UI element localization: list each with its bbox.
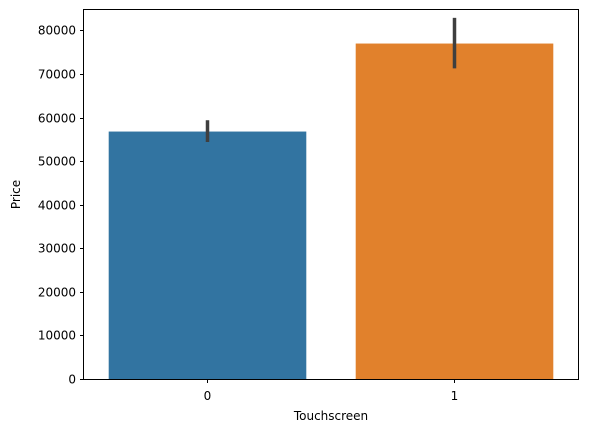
x-tick-label: 1 bbox=[451, 389, 459, 403]
y-tick-label: 0 bbox=[68, 373, 76, 387]
y-tick-label: 40000 bbox=[38, 199, 76, 213]
y-ticks-group: 0 10000 20000 30000 40000 50000 60000 70000 8000… bbox=[38, 24, 84, 387]
error-bars-group bbox=[205, 17, 457, 143]
bar-0 bbox=[108, 131, 307, 379]
y-tick-label: 50000 bbox=[38, 155, 76, 169]
y-tick-label: 80000 bbox=[38, 24, 76, 38]
bars-group bbox=[108, 43, 554, 379]
y-tick-label: 10000 bbox=[38, 329, 76, 343]
plot-frame bbox=[83, 9, 579, 380]
bar-1 bbox=[355, 43, 554, 379]
y-axis-label: Price bbox=[9, 180, 23, 209]
y-tick-label: 60000 bbox=[38, 112, 76, 126]
y-tick-label: 20000 bbox=[38, 286, 76, 300]
y-tick-label: 70000 bbox=[38, 68, 76, 82]
x-axis-label: Touchscreen bbox=[293, 409, 368, 423]
y-tick-label: 30000 bbox=[38, 242, 76, 256]
x-tick-label: 0 bbox=[204, 389, 212, 403]
